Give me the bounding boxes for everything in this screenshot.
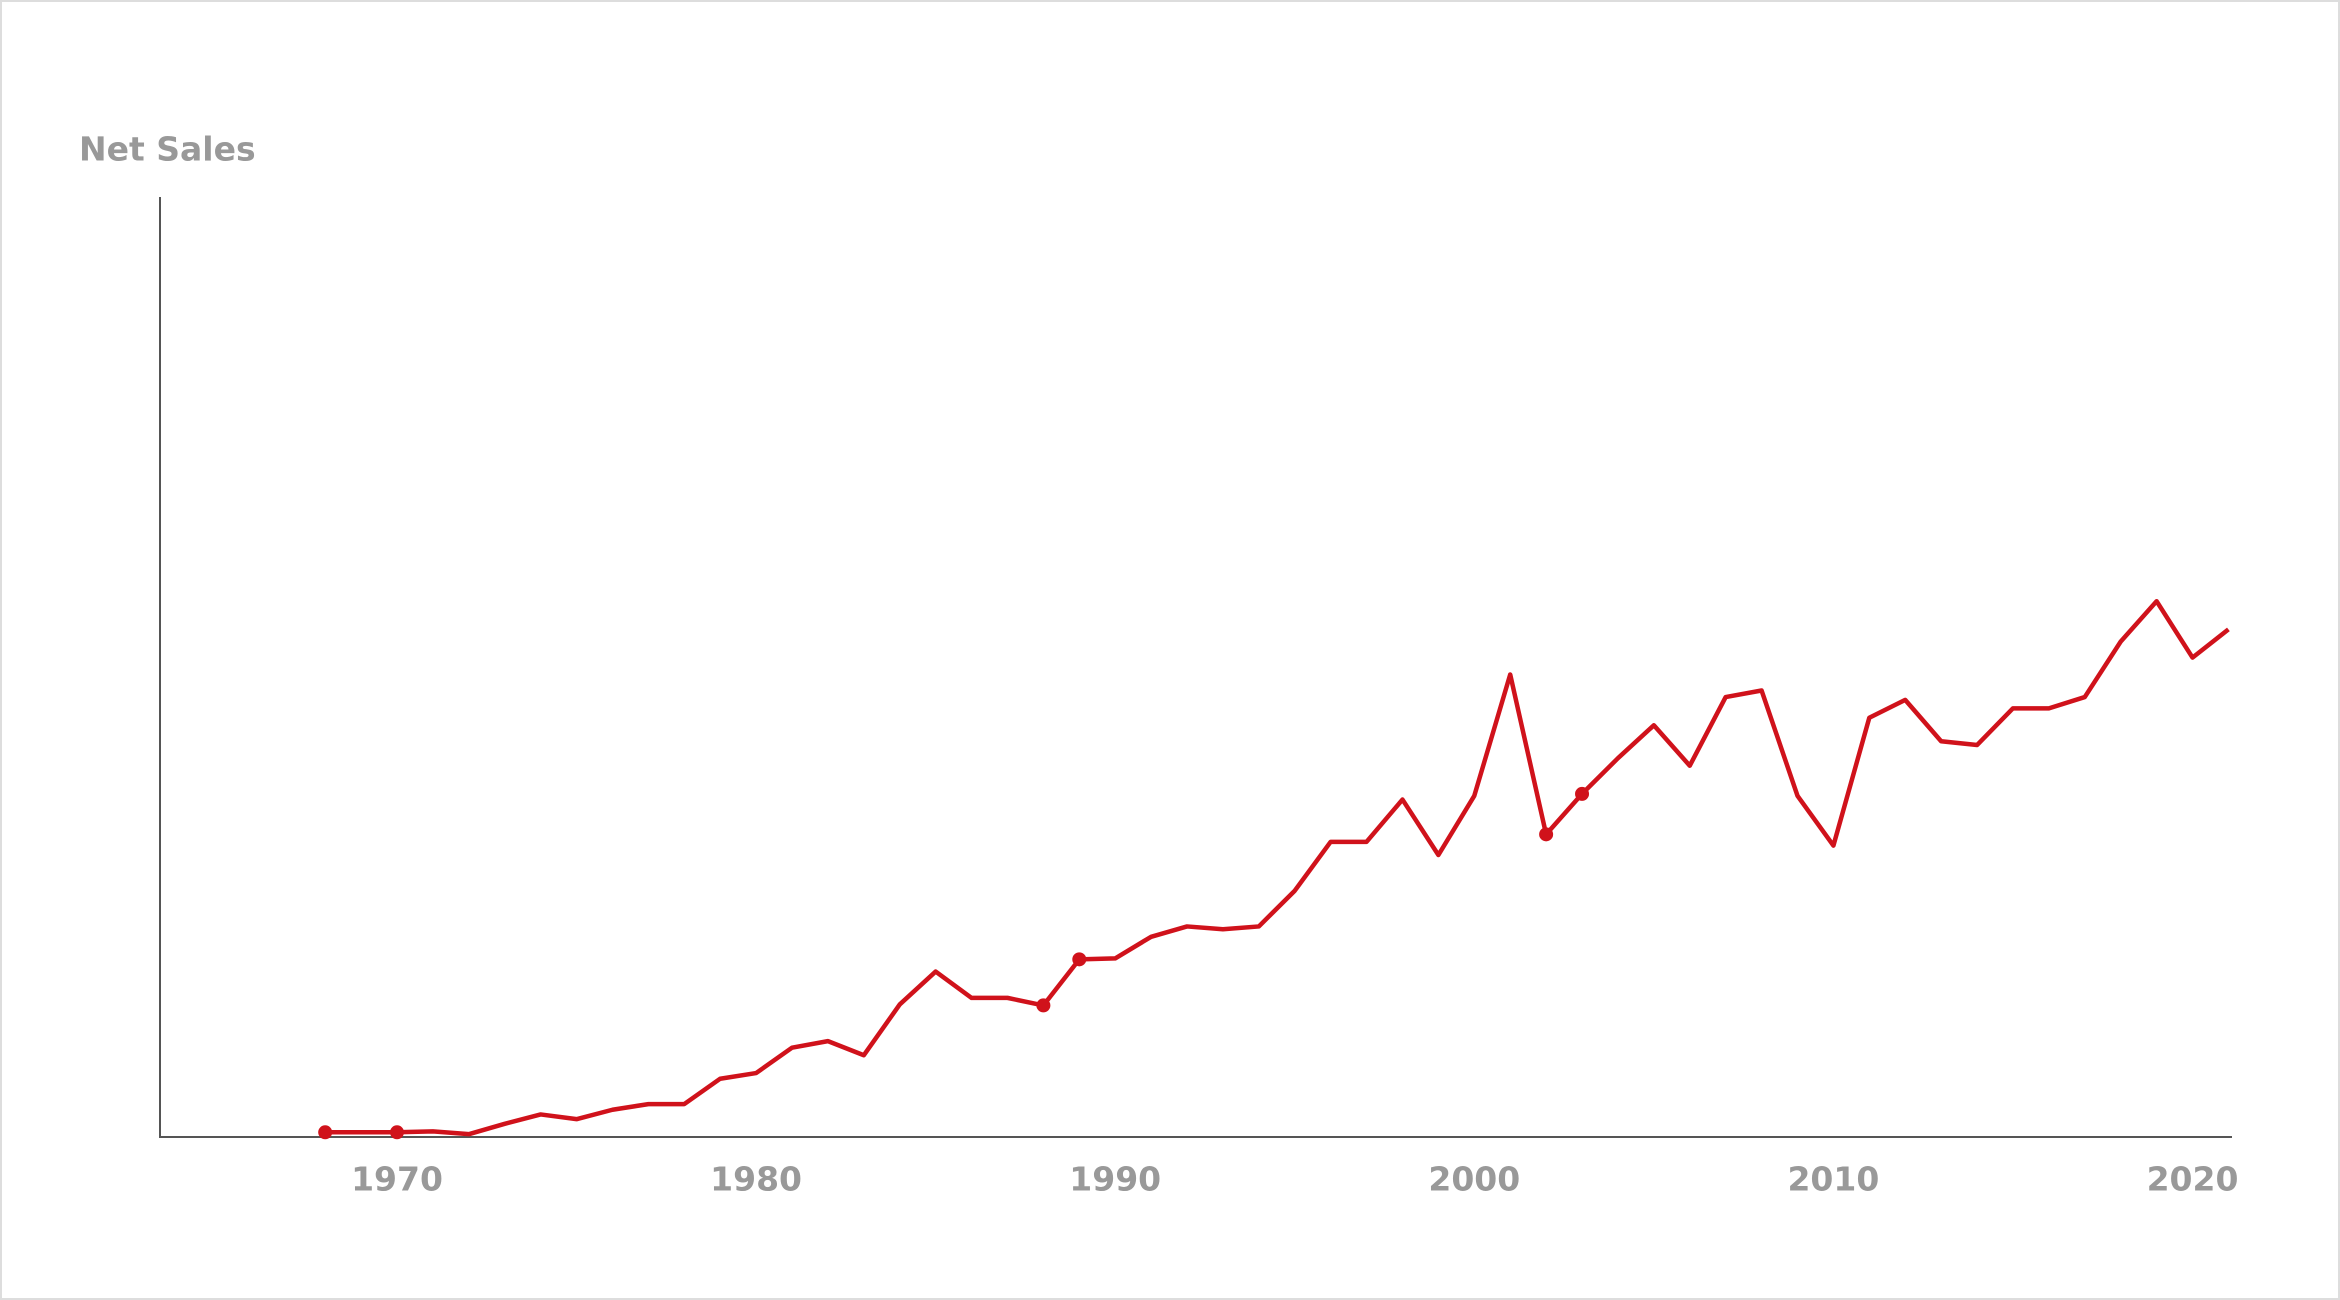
point-marker <box>390 1125 405 1140</box>
y-axis-label: Net Sales <box>79 130 256 169</box>
point-marker <box>318 1125 333 1140</box>
x-tick-label: 2020 <box>2147 1160 2239 1199</box>
line <box>325 598 2230 1137</box>
point-marker <box>1036 998 1051 1013</box>
x-tick-label: 2000 <box>1428 1160 1520 1199</box>
point-marker <box>1072 952 1087 967</box>
x-tick-label: 1990 <box>1069 1160 1161 1199</box>
point-marker <box>1575 786 1590 801</box>
x-tick-label: 1970 <box>351 1160 443 1199</box>
point-marker <box>1539 827 1554 842</box>
x-tick-label: 1980 <box>710 1160 802 1199</box>
x-tick-label: 2010 <box>1787 1160 1879 1199</box>
